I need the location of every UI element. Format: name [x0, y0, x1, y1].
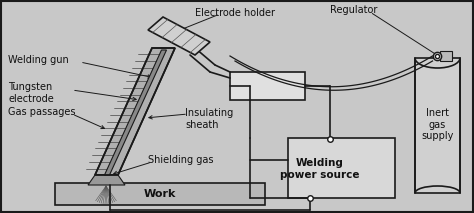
Text: Electrode holder: Electrode holder — [195, 8, 275, 18]
Bar — [230, 72, 305, 100]
Text: Regulator: Regulator — [330, 5, 377, 15]
Polygon shape — [148, 17, 210, 55]
Bar — [288, 138, 395, 198]
Polygon shape — [88, 175, 125, 185]
Polygon shape — [95, 48, 175, 175]
Text: Welding gun: Welding gun — [8, 55, 69, 65]
Text: Welding
power source: Welding power source — [280, 158, 360, 180]
Text: Gas passages: Gas passages — [8, 107, 75, 117]
Bar — [415, 58, 460, 193]
Text: Insulating
sheath: Insulating sheath — [185, 108, 233, 130]
Bar — [55, 183, 265, 205]
Polygon shape — [104, 50, 166, 175]
Bar — [440, 51, 453, 61]
Text: Inert
gas
supply: Inert gas supply — [421, 108, 454, 141]
Text: Tungsten
electrode: Tungsten electrode — [8, 82, 54, 104]
Text: Work: Work — [144, 189, 176, 199]
Text: Shielding gas: Shielding gas — [148, 155, 213, 165]
